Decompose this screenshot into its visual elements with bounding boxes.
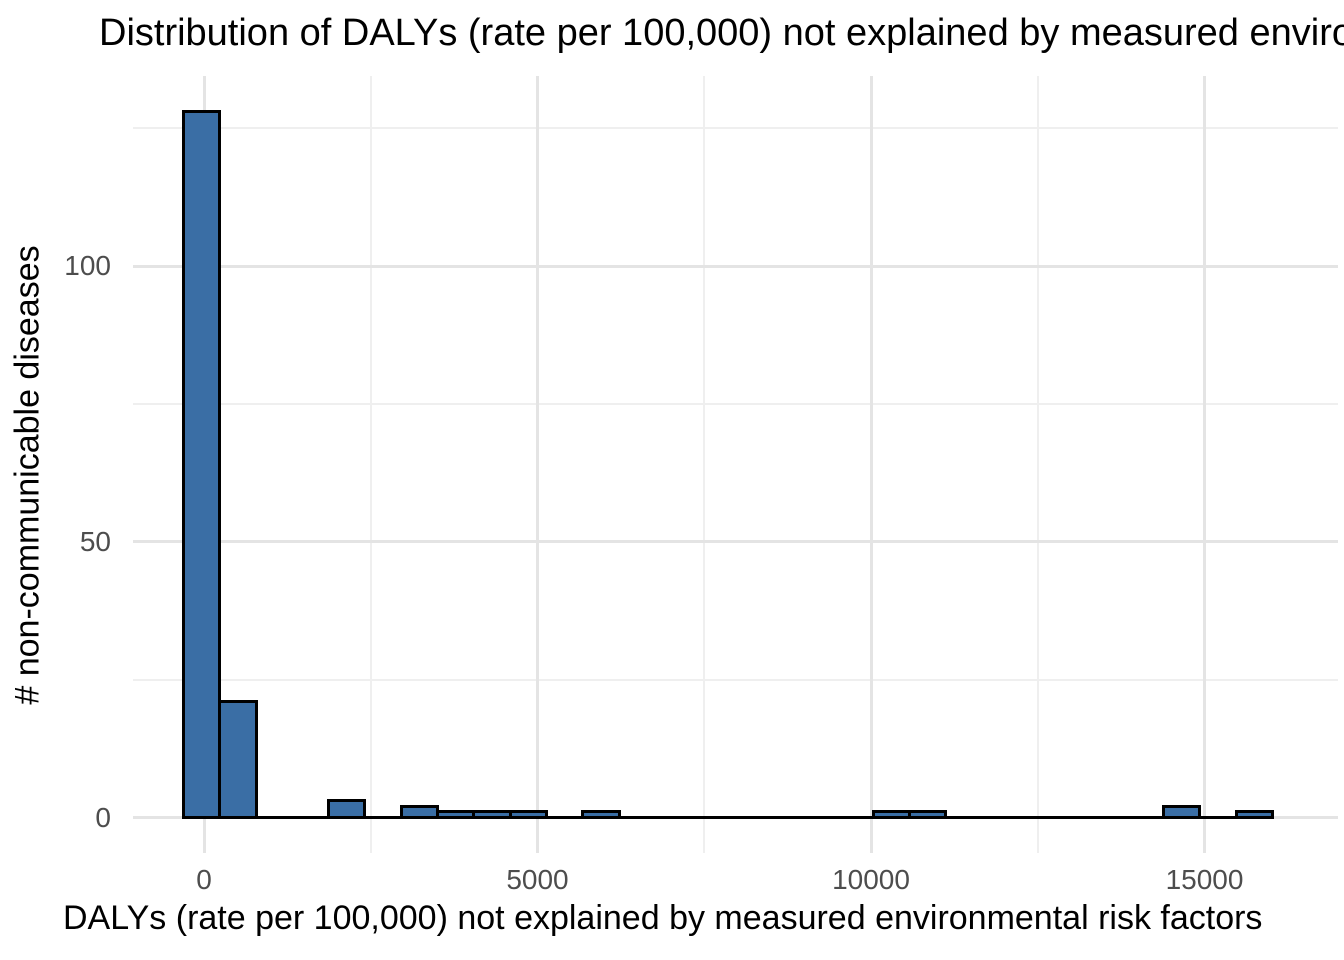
- gridline-x-minor-12500: [1036, 76, 1039, 853]
- gridline-y-minor-75: [133, 402, 1338, 405]
- gridline-y-50: [133, 540, 1338, 544]
- y-axis-title: # non-communicable diseases: [8, 245, 47, 705]
- histogram-bar: [581, 810, 621, 819]
- histogram-bar: [871, 810, 911, 819]
- x-tick-label: 0: [196, 864, 212, 895]
- histogram-bar: [1162, 804, 1202, 819]
- histogram-bar: [508, 810, 548, 819]
- gridline-x-minor-7500: [703, 76, 706, 853]
- histogram-bar: [436, 810, 476, 819]
- gridline-y-minor-125: [133, 127, 1338, 130]
- gridline-x-5000: [536, 76, 539, 853]
- x-tick-label: 5000: [506, 864, 569, 895]
- histogram-bar: [218, 700, 258, 819]
- x-tick-label: 15000: [1165, 864, 1244, 895]
- gridline-x-15000: [1203, 76, 1206, 853]
- histogram-bar: [908, 810, 948, 819]
- histogram-bar: [399, 804, 440, 819]
- axis-baseline: [182, 816, 1274, 819]
- gridline-x-minor-2500: [369, 76, 372, 853]
- x-axis-title: DALYs (rate per 100,000) not explained b…: [63, 899, 1263, 937]
- histogram-bar: [182, 110, 222, 819]
- y-tick-label: 100: [64, 250, 111, 281]
- y-tick-label: 50: [79, 525, 111, 557]
- x-tick-label: 10000: [832, 864, 910, 895]
- gridline-y-minor-25: [133, 678, 1338, 681]
- histogram-bar: [327, 799, 367, 819]
- chart-title: Distribution of DALYs (rate per 100,000)…: [99, 12, 1344, 54]
- y-tick-label: 0: [95, 801, 111, 833]
- histogram-bar: [472, 810, 512, 819]
- gridline-x-10000: [869, 76, 873, 853]
- histogram-bar: [1234, 810, 1274, 819]
- gridline-y-100: [133, 264, 1338, 268]
